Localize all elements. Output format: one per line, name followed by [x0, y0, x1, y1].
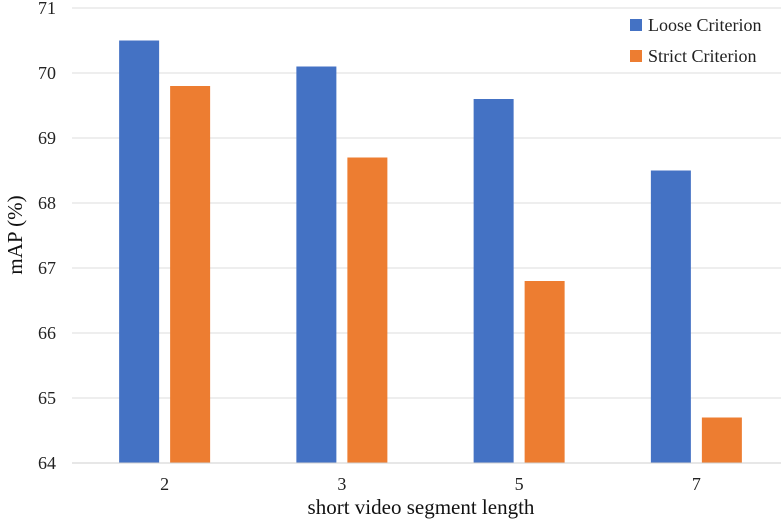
y-tick-label: 65	[38, 388, 56, 408]
y-tick-label: 70	[38, 63, 56, 83]
x-axis-ticks: 2 3 5 7	[160, 474, 701, 494]
y-tick-label: 67	[38, 258, 56, 278]
bar-strict-criterion-2	[170, 86, 211, 463]
bar-strict-criterion-5	[524, 281, 565, 463]
y-tick-label: 68	[38, 193, 56, 213]
bar-loose-criterion-3	[296, 66, 337, 463]
x-tick-label: 5	[515, 474, 524, 494]
y-axis-title: mAP (%)	[3, 195, 27, 274]
y-axis-ticks: 64 65 66 67 68 69 70 71	[38, 0, 56, 473]
y-tick-label: 66	[38, 323, 56, 343]
x-tick-label: 2	[160, 474, 169, 494]
bar-loose-criterion-7	[650, 170, 691, 463]
bar-loose-criterion-5	[473, 99, 514, 463]
legend-swatch	[630, 50, 642, 62]
bar-loose-criterion-2	[119, 40, 160, 463]
x-tick-label: 3	[337, 474, 346, 494]
legend: Loose Criterion Strict Criterion	[630, 15, 761, 66]
x-axis-title: short video segment length	[308, 495, 535, 519]
legend-label: Strict Criterion	[648, 46, 756, 66]
x-tick-label: 7	[692, 474, 701, 494]
bar-strict-criterion-7	[701, 417, 742, 463]
y-tick-label: 69	[38, 128, 56, 148]
bar-strict-criterion-3	[347, 157, 388, 463]
y-tick-label: 64	[38, 453, 56, 473]
legend-label: Loose Criterion	[648, 15, 761, 35]
legend-swatch	[630, 19, 642, 31]
bars	[119, 40, 742, 463]
y-tick-label: 71	[38, 0, 56, 18]
